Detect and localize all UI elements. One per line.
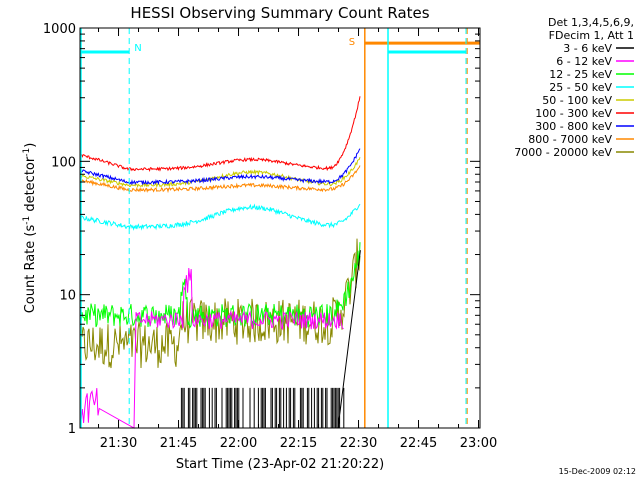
x-tick-label: 23:00 [460,436,497,451]
legend-label-3: 25 - 50 keV [549,81,612,94]
y-tick-label: 10 [59,289,76,304]
legend-header-line-1: Det 1,3,4,5,6,9, [548,16,634,29]
legend-label-1: 6 - 12 keV [556,55,612,68]
series-line-6 [79,148,361,186]
x-tick-label: 21:30 [100,436,137,451]
series-line-5 [79,96,361,172]
x-tick-label: 21:45 [160,436,197,451]
legend-header-line-2: FDecim 1, Att 1 [549,29,634,42]
y-axis-label-end: ) [23,143,38,148]
legend-label-4: 50 - 100 keV [542,94,612,107]
series-line-1 [79,267,344,429]
legend-label-7: 800 - 7000 keV [528,133,612,146]
y-tick-label: 1 [68,422,76,437]
x-tick-label: 22:15 [280,436,317,451]
legend-label-8: 7000 - 20000 keV [514,146,612,159]
x-tick-label: 22:00 [220,436,257,451]
series-layer [79,96,361,429]
y-axis-label-sup2: -1 [22,148,32,157]
annotation-layer: NS [80,28,480,428]
chart-title: HESSI Observing Summary Count Rates [130,4,429,22]
legend-label-5: 100 - 300 keV [535,107,612,120]
series-line-7 [79,165,361,194]
series-line-0 [180,250,361,429]
x-axis-label: Start Time (23-Apr-02 21:20:22) [176,457,384,472]
x-tick-label: 22:45 [400,436,437,451]
y-axis-label-mid: detector [23,156,38,216]
legend-label-6: 300 - 800 keV [535,120,612,133]
ticks-layer: 1 10 100 1000 21:30 21:45 22:00 22:15 22:30 22:45… [43,22,497,451]
plot-frame [79,27,481,429]
legend: Det 1,3,4,5,6,9, FDecim 1, Att 1 3 - 6 k… [514,16,634,159]
y-axis-label: Count Rate (s-1 detector-1) [22,143,38,314]
series-line-3 [79,203,361,231]
y-axis-label-main: Count Rate (s [23,225,38,314]
series-line-2 [79,242,361,329]
y-tick-label: 100 [51,155,76,170]
annotation-n-label: N [134,43,141,54]
annotation-s-label: S [349,37,355,48]
legend-label-0: 3 - 6 keV [563,42,612,55]
y-axis-label-sup1: -1 [22,216,32,225]
series-line-8 [79,238,361,369]
timestamp: 15-Dec-2009 02:12 [559,467,636,476]
y-tick-label: 1000 [43,22,76,37]
x-tick-label: 22:30 [340,436,377,451]
legend-label-2: 12 - 25 keV [549,68,612,81]
